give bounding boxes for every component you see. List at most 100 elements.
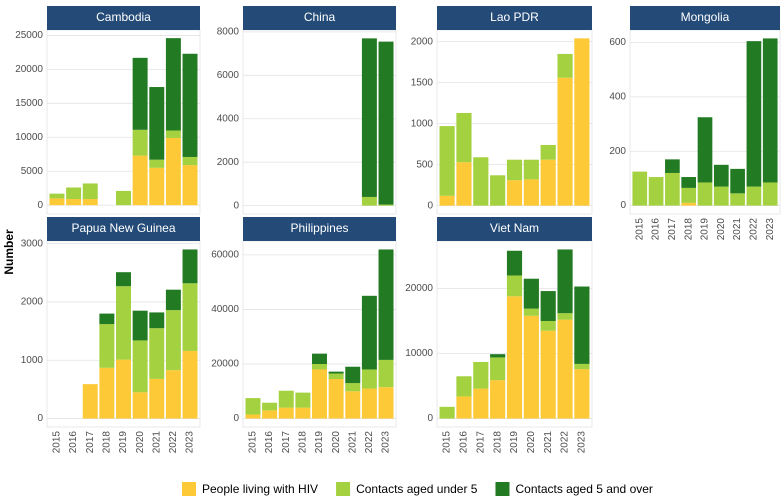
y-tick-label: 0	[233, 413, 239, 424]
bar-segment	[490, 354, 506, 358]
bar-segment	[262, 402, 278, 411]
bar-segment	[132, 310, 148, 341]
y-axis-label: Number	[2, 229, 16, 275]
bar-segment	[746, 41, 762, 187]
y-tick-label: 20000	[15, 64, 43, 75]
bar-segment	[328, 371, 344, 374]
x-tick-label: 2020	[716, 218, 727, 241]
bar-segment	[490, 357, 506, 381]
bar-segment	[245, 414, 261, 419]
bar-segment	[473, 388, 489, 419]
bar-segment	[506, 159, 523, 181]
bar-segment	[439, 195, 455, 206]
bar-segment	[490, 175, 506, 206]
bar-segment	[473, 361, 489, 389]
x-tick-label: 2015	[634, 218, 645, 241]
x-tick-label: 2020	[331, 431, 342, 454]
y-tick-label: 0	[620, 200, 626, 211]
x-tick-label: 2016	[651, 218, 662, 241]
y-tick-label: 2000	[21, 297, 44, 308]
bar-segment	[82, 183, 98, 200]
bar-segment	[456, 376, 472, 397]
bar-segment	[523, 308, 539, 316]
bar-segment	[345, 366, 361, 384]
bar-segment	[165, 38, 181, 131]
x-tick-label: 2018	[102, 431, 113, 454]
bar-segment	[132, 129, 148, 156]
y-tick-label: 0	[37, 200, 43, 211]
bar-segment	[557, 53, 573, 78]
bar-segment	[312, 364, 327, 370]
bar-segment	[681, 202, 697, 206]
bar-segment	[506, 250, 523, 276]
x-tick-label: 2021	[543, 431, 554, 454]
bar-segment	[295, 407, 311, 419]
x-tick-label: 2019	[314, 431, 325, 454]
strip-title: China	[304, 10, 336, 24]
bar-segment	[132, 340, 148, 393]
x-tick-label: 2019	[509, 431, 520, 454]
bar-segment	[116, 272, 131, 287]
bar-segment	[182, 283, 198, 351]
bar-segment	[681, 187, 697, 203]
legend-swatch	[182, 482, 196, 496]
x-tick-label: 2017	[667, 218, 678, 241]
bar-segment	[295, 392, 311, 408]
bar-segment	[262, 410, 278, 419]
bar-segment	[697, 182, 713, 206]
y-tick-label: 500	[416, 159, 433, 170]
y-tick-label: 0	[427, 413, 433, 424]
y-tick-label: 20000	[405, 283, 433, 294]
strip	[630, 6, 780, 30]
bar-segment	[182, 156, 198, 166]
y-tick-label: 25000	[15, 30, 43, 41]
bar-segment	[540, 291, 556, 321]
strip	[437, 217, 592, 241]
y-tick-label: 5000	[21, 166, 44, 177]
x-tick-label: 2023	[185, 431, 196, 454]
y-tick-label: 1000	[21, 355, 44, 366]
bar-segment	[762, 38, 778, 183]
bar-segment	[574, 363, 590, 370]
strip-title: Cambodia	[96, 10, 151, 24]
bar-segment	[182, 249, 198, 284]
bar-segment	[182, 53, 198, 157]
x-tick-label: 2021	[347, 431, 358, 454]
bar-segment	[540, 330, 556, 419]
bar-segment	[312, 353, 327, 364]
bar-segment	[713, 164, 729, 187]
bar-segment	[116, 190, 131, 206]
y-tick-label: 1000	[411, 118, 434, 129]
bar-segment	[361, 388, 377, 419]
bar-segment	[149, 167, 165, 206]
strip-title: Viet Nam	[490, 221, 539, 235]
bar-segment	[149, 159, 165, 168]
bar-segment	[361, 369, 377, 389]
x-tick-label: 2023	[765, 218, 776, 241]
y-tick-label: 2000	[411, 36, 434, 47]
y-tick-label: 3000	[21, 238, 44, 249]
strip-title: Mongolia	[681, 10, 730, 24]
y-tick-label: 6000	[217, 70, 240, 81]
y-tick-label: 8000	[217, 26, 240, 37]
legend-label: Contacts aged 5 and over	[515, 482, 652, 496]
bar-segment	[132, 57, 148, 130]
bar-segment	[66, 199, 82, 206]
bar-segment	[665, 159, 680, 173]
x-tick-label: 2015	[52, 431, 63, 454]
x-tick-label: 2015	[442, 431, 453, 454]
bar-segment	[99, 313, 115, 325]
y-tick-label: 15000	[15, 98, 43, 109]
bar-segment	[540, 320, 556, 331]
x-tick-label: 2018	[298, 431, 309, 454]
x-tick-label: 2017	[475, 431, 486, 454]
y-tick-label: 0	[37, 413, 43, 424]
legend-label: Contacts aged under 5	[356, 482, 478, 496]
bar-segment	[49, 193, 65, 199]
bar-segment	[182, 165, 198, 206]
x-tick-label: 2016	[264, 431, 275, 454]
x-tick-label: 2023	[381, 431, 392, 454]
y-tick-label: 2000	[217, 157, 240, 168]
y-tick-label: 4000	[217, 113, 240, 124]
bar-segment	[506, 180, 523, 206]
